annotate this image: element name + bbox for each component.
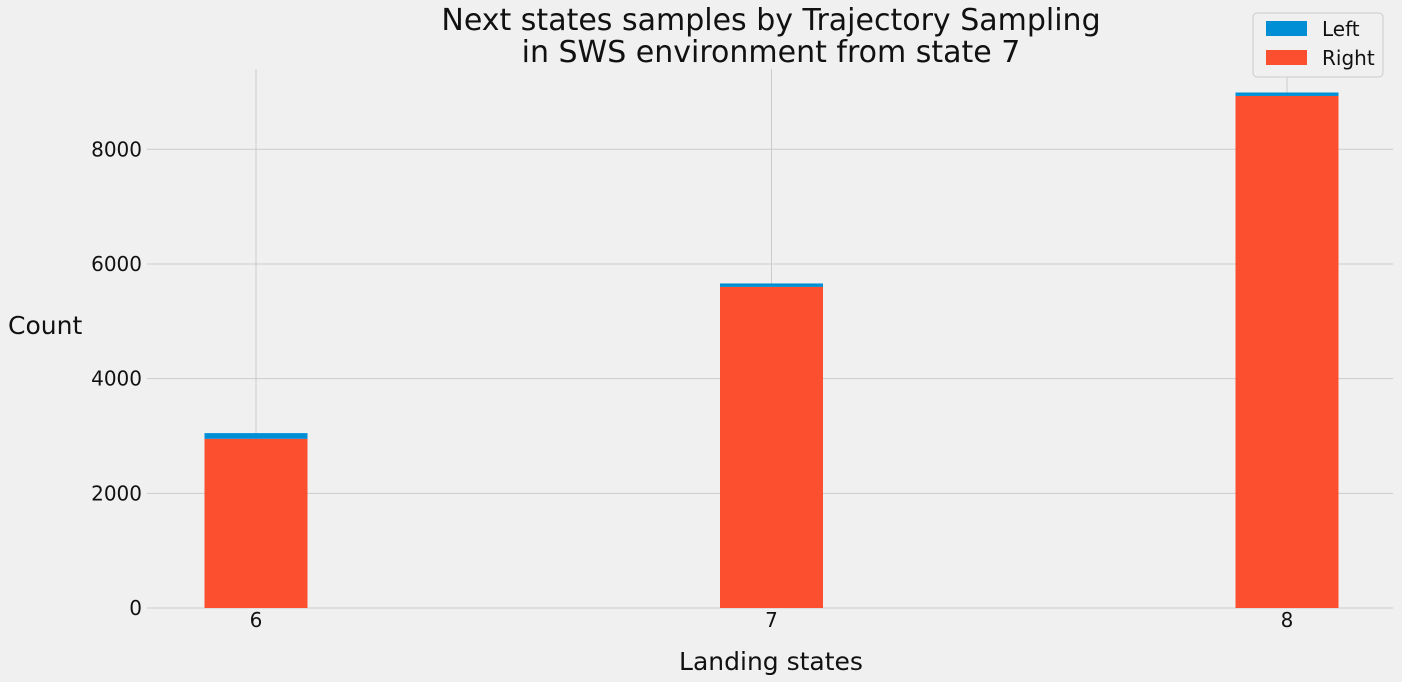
legend-swatch-left xyxy=(1266,21,1307,36)
x-tick-label: 6 xyxy=(250,608,263,632)
bar-right-8 xyxy=(1235,95,1339,608)
y-tick-label: 0 xyxy=(129,596,142,620)
bar-right-7 xyxy=(720,286,823,608)
legend-label-left: Left xyxy=(1322,17,1360,41)
x-tick-label: 8 xyxy=(1281,608,1294,632)
x-axis-label: Landing states xyxy=(679,647,863,676)
legend: Left Right xyxy=(1252,12,1384,78)
y-tick-label: 2000 xyxy=(91,481,142,505)
chart-title-line-2: in SWS environment from state 7 xyxy=(522,35,1021,70)
legend-swatch-right xyxy=(1266,50,1307,65)
y-axis-label: Count xyxy=(8,311,82,340)
x-tick-label: 7 xyxy=(765,608,778,632)
y-tick-label: 4000 xyxy=(91,367,142,391)
legend-label-right: Right xyxy=(1322,46,1375,70)
bar-left-6 xyxy=(204,433,308,439)
bar-left-7 xyxy=(720,283,823,287)
tick-labels: 0 2000 4000 6000 8000 6 7 8 xyxy=(91,137,1293,632)
y-tick-label: 6000 xyxy=(91,252,142,276)
bar-left-8 xyxy=(1235,92,1339,96)
bars xyxy=(204,92,1339,608)
y-tick-label: 8000 xyxy=(91,137,142,161)
bar-right-6 xyxy=(204,438,308,608)
chart-title-line-1: Next states samples by Trajectory Sampli… xyxy=(441,3,1100,38)
